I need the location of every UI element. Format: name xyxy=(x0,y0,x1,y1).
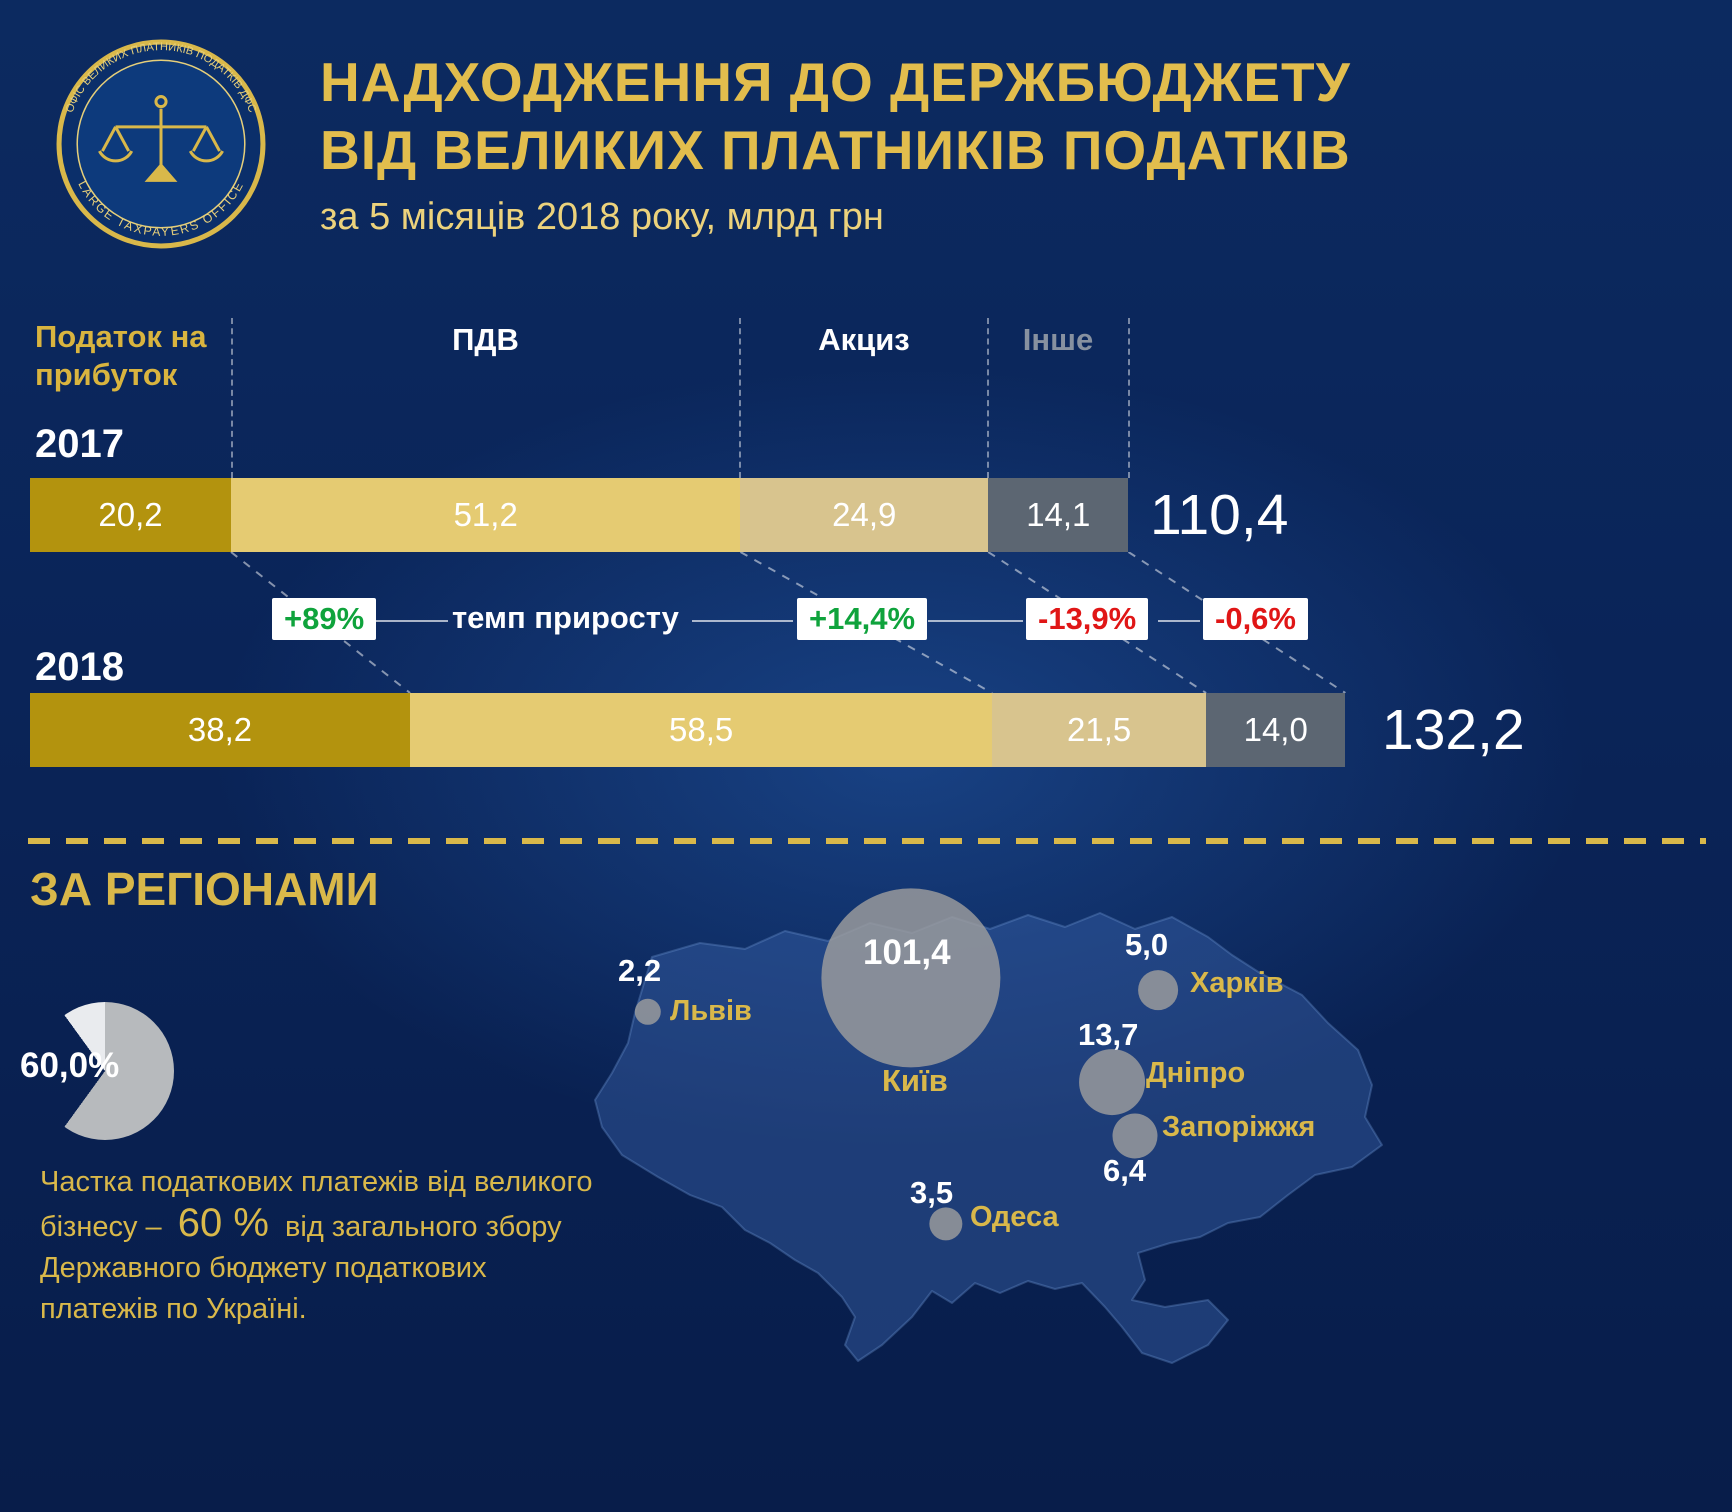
bubble-lviv xyxy=(634,998,662,1026)
bubble-dnipro xyxy=(1079,1049,1145,1115)
dashed-divider xyxy=(28,838,1706,844)
growth-badge-profit-tax: +89% xyxy=(272,598,377,640)
bubble-kyiv xyxy=(821,888,1001,1068)
city-name-dnipro: Дніпро xyxy=(1146,1057,1246,1089)
bar-2018-other: 14,0 xyxy=(1206,693,1346,767)
ukraine-map-outline xyxy=(594,912,1383,1364)
city-name-kyiv: Київ xyxy=(882,1063,948,1098)
growth-badge-other: -0,6% xyxy=(1203,598,1308,640)
dashed-separator-1 xyxy=(231,318,233,478)
city-name-kharkiv: Харків xyxy=(1190,967,1284,999)
bar-2017-vat: 51,2 xyxy=(230,478,741,552)
bar-segment-value: 58,5 xyxy=(668,711,734,748)
bar-segment-value: 38,2 xyxy=(187,711,253,748)
category-header-vat: ПДВ xyxy=(452,322,519,357)
header-title-block: НАДХОДЖЕННЯ ДО ДЕРЖБЮДЖЕТУ ВІД ВЕЛИКИХ П… xyxy=(320,48,1351,239)
stacked-bar-2017: 20,2 51,2 24,9 14,1 xyxy=(30,478,1129,552)
regions-note: Частка податкових платежів від великого … xyxy=(40,1162,605,1330)
year-label-2017: 2017 xyxy=(35,422,124,466)
bar-2018-profit-tax: 38,2 xyxy=(30,693,411,767)
category-header-profit-tax: Податок на прибуток xyxy=(35,319,207,392)
growth-badge-excise: -13,9% xyxy=(1026,598,1149,640)
dashed-separator-4 xyxy=(1128,318,1130,478)
regions-note-suffix: від загального збору Державного бюджету … xyxy=(40,1211,562,1325)
city-value-lviv: 2,2 xyxy=(618,953,662,988)
dashed-separator-3 xyxy=(987,318,989,478)
bar-2017-excise: 24,9 xyxy=(740,478,989,552)
regions-section-title: ЗА РЕГІОНАМИ xyxy=(30,863,379,915)
bar-segment-value: 21,5 xyxy=(1066,711,1132,748)
page-title-line1: НАДХОДЖЕННЯ ДО ДЕРЖБЮДЖЕТУ xyxy=(320,51,1351,113)
bubble-zaporizhzhia xyxy=(1112,1113,1158,1159)
total-2018: 132,2 xyxy=(1382,698,1525,762)
ukraine-map: 2,2 Львів 101,4 Київ 5,0 Харків 13,7 Дні… xyxy=(560,845,1440,1445)
bubble-kharkiv xyxy=(1138,970,1178,1010)
scales-icon xyxy=(98,95,224,182)
bar-segment-value: 14,1 xyxy=(1026,496,1091,533)
logo-seal: ОФІС ВЕЛИКИХ ПЛАТНИКІВ ПОДАТКІВ ДФС LARG… xyxy=(56,39,266,249)
bar-segment-value: 20,2 xyxy=(98,496,163,533)
city-value-kyiv: 101,4 xyxy=(863,933,951,972)
city-value-dnipro: 13,7 xyxy=(1078,1017,1139,1052)
growth-connector-line xyxy=(1158,620,1200,622)
stacked-bar-2018: 38,2 58,5 21,5 14,0 xyxy=(30,693,1346,767)
bar-segment-value: 14,0 xyxy=(1243,711,1308,748)
bar-2017-profit-tax: 20,2 xyxy=(30,478,231,552)
city-name-zaporizhzhia: Запоріжжя xyxy=(1162,1111,1316,1143)
regions-pie-label: 60,0% xyxy=(20,1046,120,1085)
bubble-odesa xyxy=(929,1207,963,1241)
bar-2017-other: 14,1 xyxy=(988,478,1129,552)
bar-segment-value: 24,9 xyxy=(832,496,897,533)
category-header-excise: Акциз xyxy=(818,322,910,357)
regions-note-value: 60 % xyxy=(177,1201,269,1245)
logo-large-taxpayers-office: ОФІС ВЕЛИКИХ ПЛАТНИКІВ ПОДАТКІВ ДФС LARG… xyxy=(55,38,267,250)
growth-connector-line xyxy=(928,620,1023,622)
city-name-odesa: Одеса xyxy=(970,1201,1059,1233)
city-value-odesa: 3,5 xyxy=(910,1175,954,1210)
bar-segment-value: 51,2 xyxy=(453,496,518,533)
growth-connector-line xyxy=(372,620,448,622)
growth-rates-label: темп приросту xyxy=(452,600,679,635)
year-label-2018: 2018 xyxy=(35,645,124,689)
growth-badge-vat: +14,4% xyxy=(797,598,928,640)
page-title-line2: ВІД ВЕЛИКИХ ПЛАТНИКІВ ПОДАТКІВ xyxy=(320,119,1351,181)
total-2017: 110,4 xyxy=(1150,483,1289,547)
regions-note-prefix: Частка податкових платежів від великого … xyxy=(40,1166,593,1243)
page-subtitle: за 5 місяців 2018 року, млрд грн xyxy=(320,196,884,238)
growth-connector-line xyxy=(692,620,793,622)
city-name-lviv: Львів xyxy=(670,995,752,1027)
bar-2018-vat: 58,5 xyxy=(410,693,993,767)
bar-2018-excise: 21,5 xyxy=(992,693,1207,767)
regions-pie xyxy=(36,1002,174,1140)
dashed-separator-2 xyxy=(739,318,741,478)
category-header-other: Інше xyxy=(1022,322,1094,357)
city-value-zaporizhzhia: 6,4 xyxy=(1103,1153,1147,1188)
city-value-kharkiv: 5,0 xyxy=(1125,927,1169,962)
